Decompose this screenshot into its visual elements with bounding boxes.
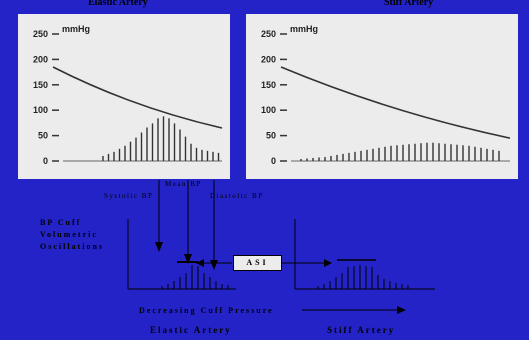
elastic-cuff-pressure-curve: [52, 66, 223, 129]
elastic-artery-label: Elastic Artery: [150, 325, 232, 335]
elastic-unit-label: mmHg: [62, 24, 90, 34]
stiff-artery-label: Stiff Artery: [327, 325, 396, 335]
systolic-bp-label: Systolic BP: [104, 192, 154, 200]
asi-diagram: Mean BP Systolic BP Diastolic BP BP Cuff…: [0, 180, 529, 340]
bp-cuff-line3: Oscillations: [40, 242, 105, 251]
diastolic-bp-label: Diastolic BP: [210, 192, 264, 200]
stiff-tick-label: 150: [261, 80, 276, 90]
elastic-tick-label: 50: [38, 131, 48, 141]
stiff-tick-label: 50: [266, 131, 276, 141]
stiff-tick-label: 200: [261, 54, 276, 64]
stiff-tick-label: 100: [261, 105, 276, 115]
bp-cuff-label: BP Cuff Volumetric Oscillations: [40, 217, 104, 253]
elastic-tick-label: 0: [43, 156, 48, 166]
elastic-oscillation-plot: mmHg 250 200 150 100 50 0: [18, 14, 230, 179]
elastic-tick-label: 150: [33, 80, 48, 90]
mean-bp-label: Mean BP: [165, 180, 202, 188]
stiff-tick-label: 0: [271, 156, 276, 166]
decreasing-cuff-pressure-label: Decreasing Cuff Pressure: [139, 306, 274, 315]
stiff-unit-label: mmHg: [290, 24, 318, 34]
asi-diagram-svg: [127, 180, 435, 314]
asi-box: ASI: [233, 255, 282, 271]
elastic-tick-label: 100: [33, 105, 48, 115]
stiff-oscillation-plot: mmHg 250 200 150 100 50 0: [246, 14, 518, 179]
title-elastic: Elastic Artery: [88, 0, 148, 8]
stiff-tick-label: 250: [261, 29, 276, 39]
elastic-tick-label: 250: [33, 29, 48, 39]
stiff-cuff-pressure-curve: [280, 66, 511, 139]
bp-cuff-line1: BP Cuff: [40, 218, 82, 227]
bp-cuff-line2: Volumetric: [40, 230, 98, 239]
elastic-plot-svg: mmHg 250 200 150 100 50 0: [33, 24, 223, 166]
stiff-plot-svg: mmHg 250 200 150 100 50 0: [261, 24, 511, 166]
title-stiff: Stiff Artery: [384, 0, 434, 8]
elastic-tick-label: 200: [33, 54, 48, 64]
